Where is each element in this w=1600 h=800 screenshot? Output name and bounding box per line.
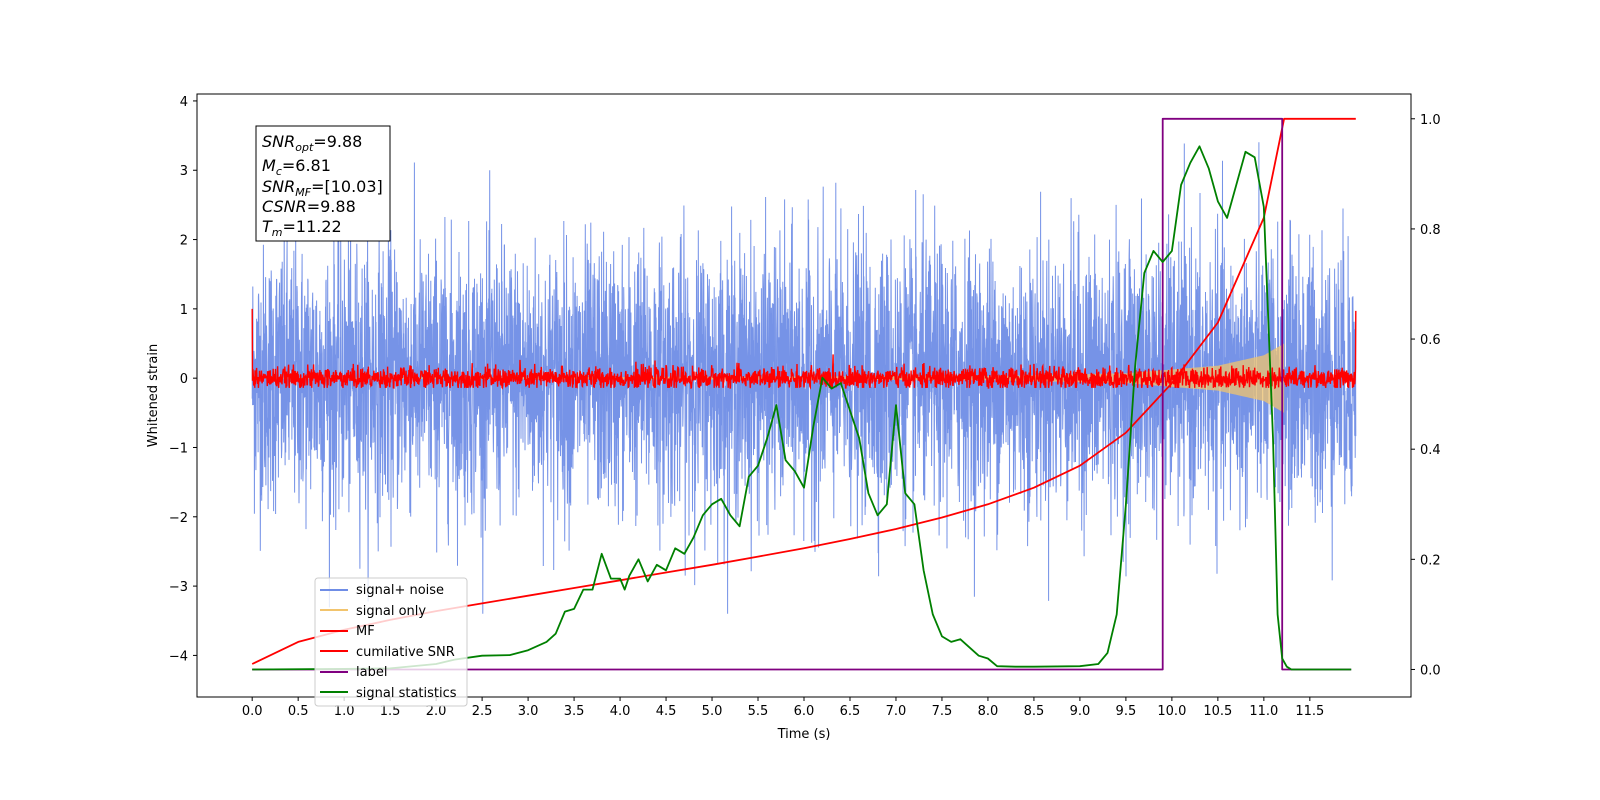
annotation-tm: Tm=11.22 [262,217,342,239]
x-axis-label: Time (s) [777,727,831,742]
mf-line [251,308,1357,390]
y-tick-label: 1 [180,303,188,318]
x-tick-label: 8.0 [978,704,999,719]
legend: signal+ noise signal only MF cumilative … [314,577,468,707]
annotation-csnr: CSNR=9.88 [262,197,356,216]
x-tick-label: 8.5 [1024,704,1045,719]
x-tick-label: 10.5 [1203,704,1232,719]
annotation-snr-mf: SNRMF=[10.03] [262,177,383,199]
x-tick-label: 3.0 [518,704,539,719]
stats-annotation-box: SNRopt=9.88 Mc=6.81 SNRMF=[10.03] CSNR=9… [255,125,391,242]
legend-entry-signal-statistics: signal statistics [320,686,457,701]
y2-tick-label: 0.2 [1420,553,1441,568]
svg-text:MF: MF [356,624,375,639]
mf-series [251,308,1357,390]
legend-entry-signal-only: signal only [320,604,426,619]
y-axis-right: 1.0 0.8 0.6 0.4 0.2 0.0 [1411,113,1441,678]
y-tick-label: −3 [169,580,188,595]
x-tick-label: 1.5 [380,704,401,719]
annotation-mc: Mc=6.81 [262,156,331,178]
annotation-snr-opt: SNRopt=9.88 [262,132,362,154]
y-tick-label: 3 [180,164,188,179]
legend-entry-mf: MF [320,624,375,639]
svg-text:signal only: signal only [356,604,426,619]
x-tick-label: 5.0 [702,704,723,719]
y-tick-label: −4 [169,649,188,664]
svg-text:signal+ noise: signal+ noise [356,583,444,598]
y-tick-label: −2 [169,511,188,526]
x-tick-label: 10.0 [1157,704,1186,719]
svg-text:signal statistics: signal statistics [356,686,457,701]
y2-tick-label: 0.0 [1420,663,1441,678]
x-tick-label: 9.0 [1070,704,1091,719]
x-tick-label: 0.5 [288,704,309,719]
x-tick-label: 9.5 [1116,704,1137,719]
x-tick-label: 11.0 [1249,704,1278,719]
x-tick-label: 6.5 [840,704,861,719]
legend-entry-signal-noise: signal+ noise [320,583,444,598]
x-tick-label: 1.0 [334,704,355,719]
y-tick-label: 2 [180,234,188,249]
y-tick-label: −1 [169,441,188,456]
x-tick-label: 4.0 [610,704,631,719]
y2-tick-label: 0.4 [1420,443,1441,458]
y-tick-label: 0 [180,372,188,387]
x-tick-label: 11.5 [1295,704,1324,719]
x-axis: 0.0 0.5 1.0 1.5 2.0 2.5 3.0 3.5 4.0 4.5 5.0 5.5 6.0 6… [242,697,1324,719]
x-tick-label: 6.0 [794,704,815,719]
legend-entry-cumulative-snr: cumilative SNR [320,645,455,660]
x-tick-label: 7.5 [932,704,953,719]
svg-text:cumilative SNR: cumilative SNR [356,645,455,660]
x-tick-label: 5.5 [748,704,769,719]
y-axis-left: 4 3 2 1 0 −1 −2 −3 −4 [169,95,197,664]
x-tick-label: 4.5 [656,704,677,719]
y-axis-label: Whitened strain [146,344,161,447]
y2-tick-label: 0.8 [1420,223,1441,238]
x-tick-label: 2.0 [426,704,447,719]
signal-statistics-line [252,145,1352,671]
x-tick-label: 3.5 [564,704,585,719]
svg-text:label: label [356,665,387,680]
x-tick-label: 0.0 [242,704,263,719]
x-tick-label: 2.5 [472,704,493,719]
x-tick-label: 7.0 [886,704,907,719]
legend-entry-label: label [320,665,387,680]
y-tick-label: 4 [180,95,188,110]
y2-tick-label: 1.0 [1420,113,1441,128]
y2-tick-label: 0.6 [1420,333,1441,348]
